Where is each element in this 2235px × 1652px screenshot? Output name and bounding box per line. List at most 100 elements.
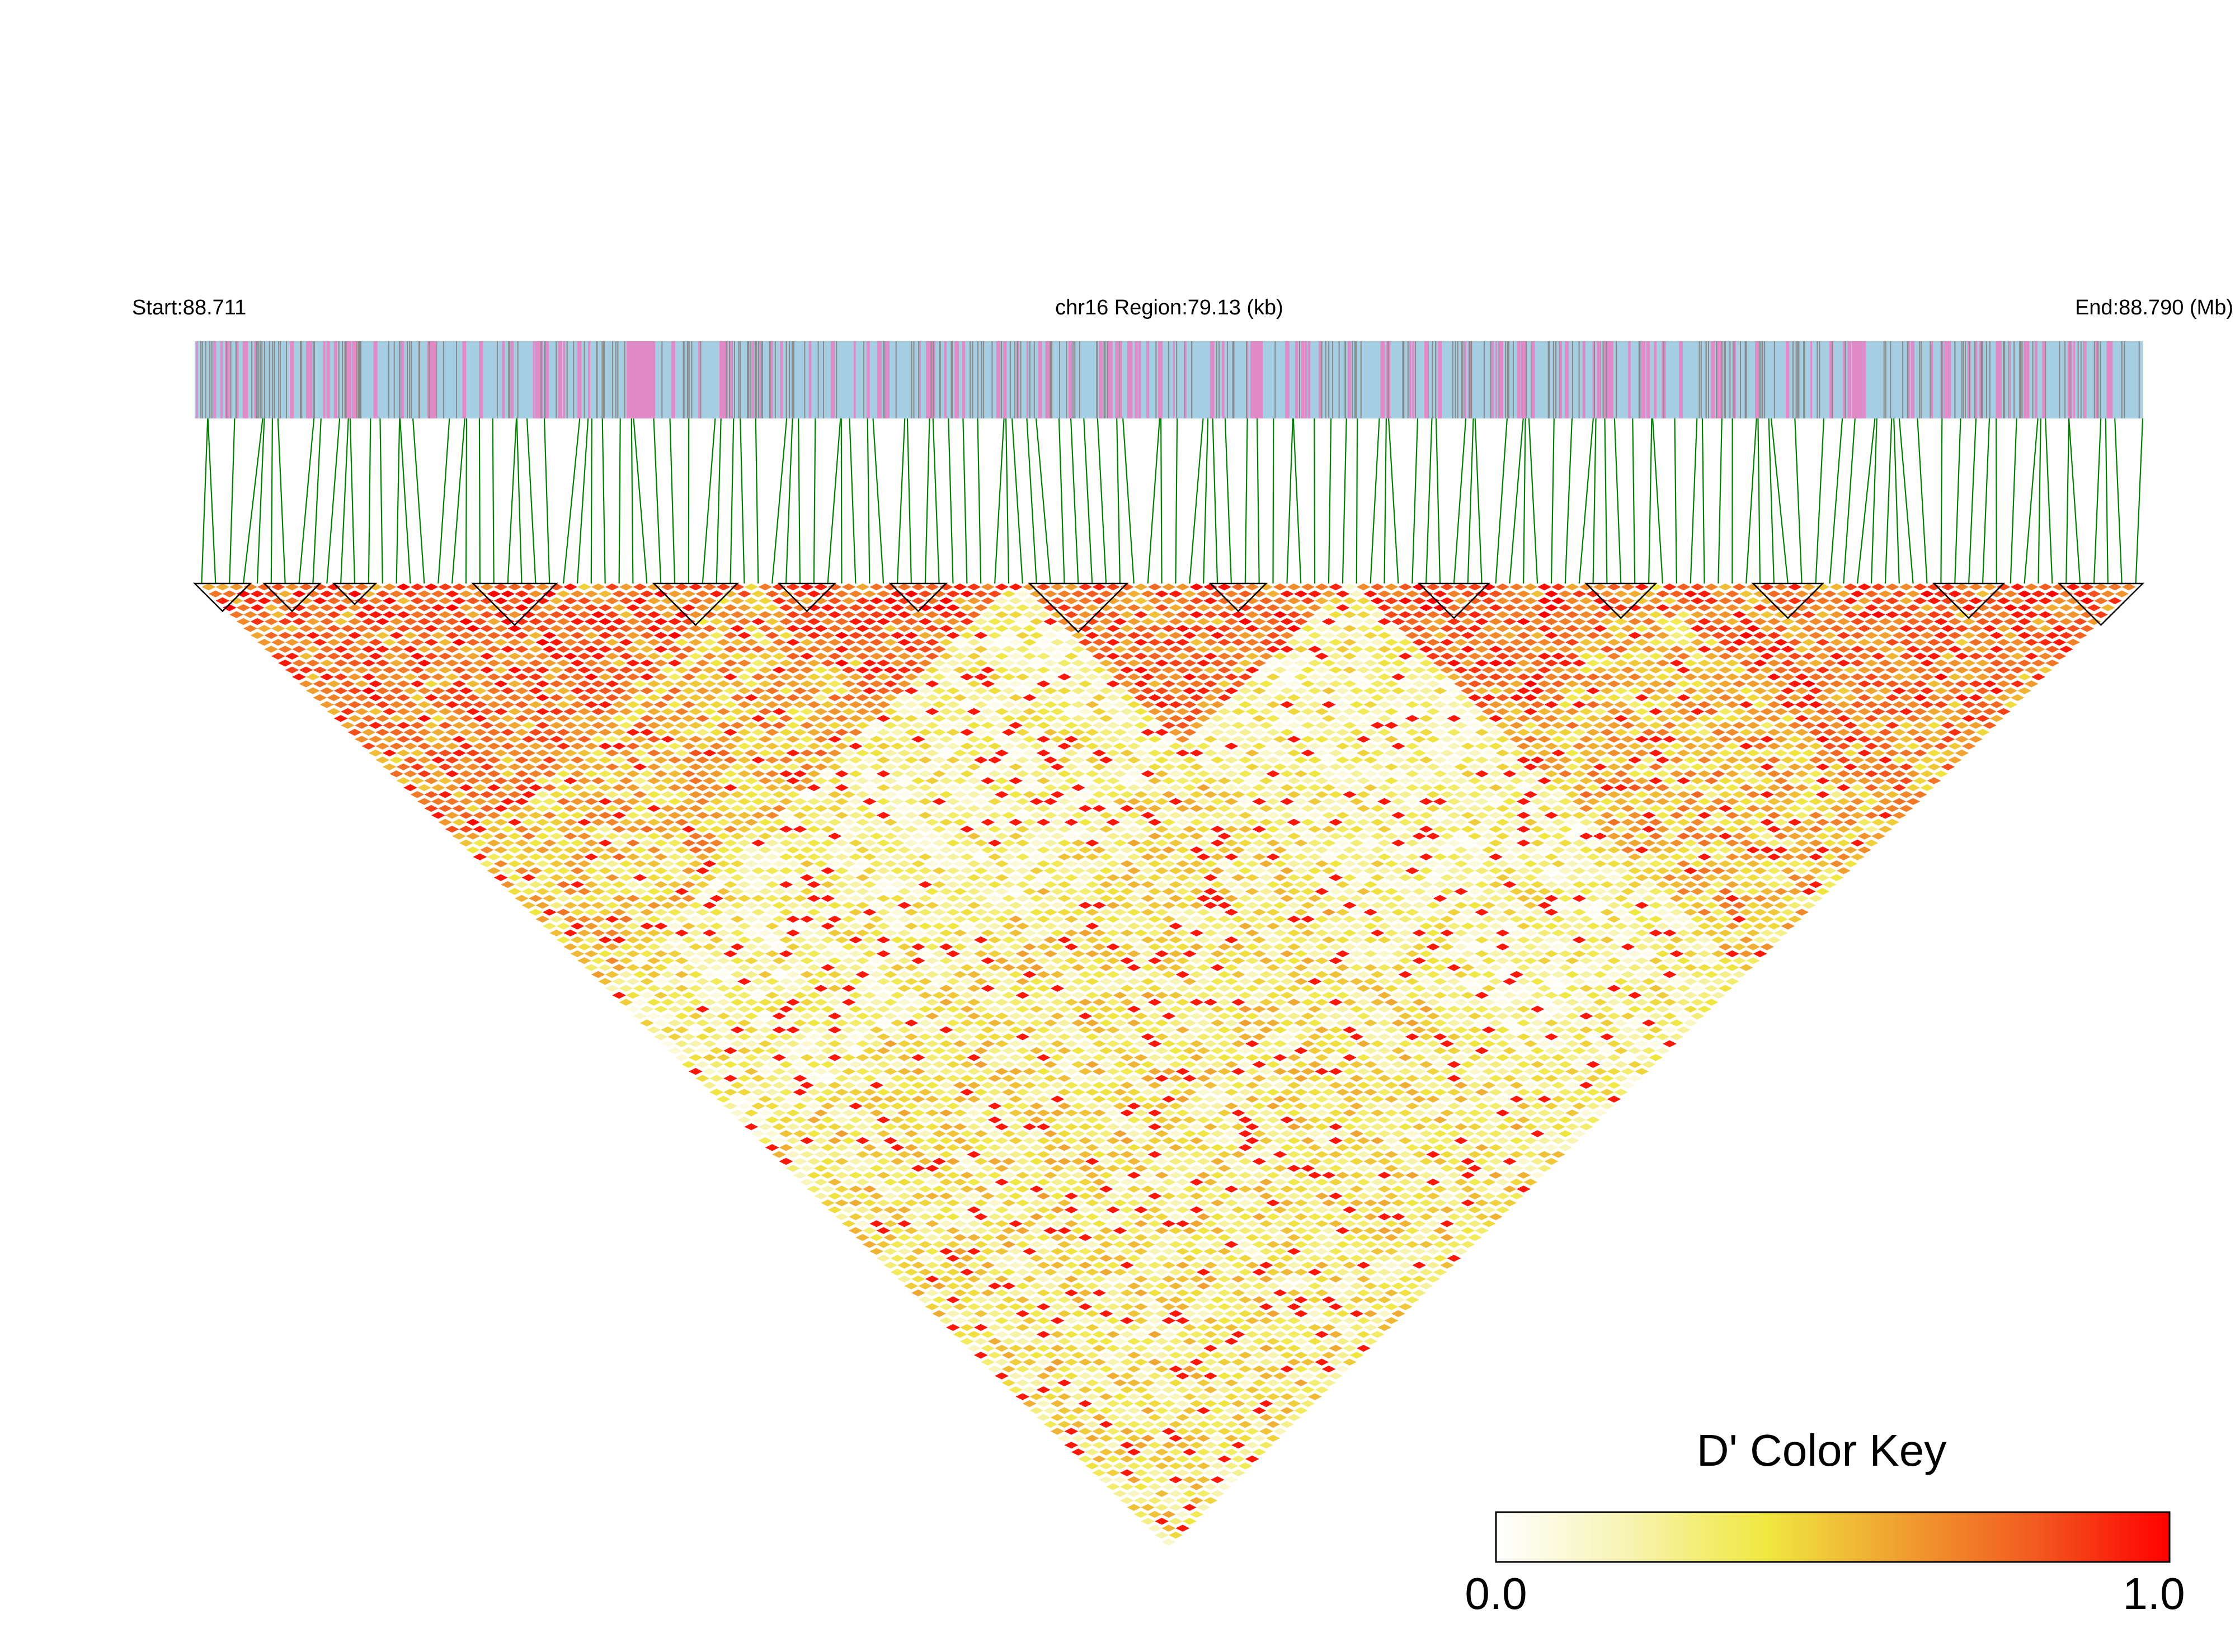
ld-cell [598,673,613,681]
ld-cell [271,639,285,646]
ld-cell [772,888,786,895]
snp-marker [1611,341,1613,418]
ld-cell [904,923,919,930]
ld-cell [751,1061,765,1068]
snp-marker [601,341,603,418]
ld-cell [1057,1033,1071,1041]
ld-cell [1147,1331,1162,1338]
ld-cell [758,1013,773,1020]
ld-cell [744,694,759,702]
ld-cell [1133,1414,1148,1421]
ld-cell [619,943,633,950]
ld-cell [987,978,1002,985]
snp-marker [1461,341,1462,418]
ld-cell [528,881,543,888]
ld-cell [396,708,411,716]
ld-cell [807,950,821,958]
ld-cell [639,923,654,930]
ld-cell [869,860,884,868]
ld-cell [515,660,529,667]
ld-cell [438,804,453,812]
ld-cell [758,915,773,923]
ld-cell [1043,1379,1057,1387]
ld-cell [981,999,995,1006]
ld-cell [1133,1303,1148,1310]
ld-cell [918,978,933,985]
ld-cell [285,666,299,674]
ld-cell [799,777,814,784]
ld-cell [883,860,897,868]
ld-cell [1001,950,1016,958]
ld-cell [799,749,814,757]
ld-cell [584,618,599,625]
ld-cell [1161,1469,1176,1476]
ld-cell [612,991,626,999]
ld-cell [1029,1116,1044,1123]
ld-cell [1175,1151,1190,1158]
ld-cell [1293,1324,1308,1331]
ld-cell [653,978,668,985]
ld-cell [493,583,508,591]
ld-cell [695,1075,710,1082]
ld-cell [841,1206,856,1213]
ld-cell [1015,909,1030,916]
ld-cell [1092,1303,1107,1310]
ld-cell [939,1165,953,1172]
ld-cell [431,646,445,653]
ld-cell [869,943,884,950]
ld-cell [431,784,445,792]
ld-cell [327,597,341,605]
ld-cell [695,798,710,805]
ld-cell [716,804,731,812]
snp-marker [1328,341,1330,418]
ld-cell [1287,1317,1301,1324]
ld-cell [925,1123,939,1131]
ld-cell [355,597,369,605]
ld-cell [890,1241,905,1248]
snp-marker [290,341,294,418]
ld-cell [417,646,431,653]
ld-cell [639,618,654,625]
snp-connector-line [277,418,286,584]
ld-cell [667,660,682,667]
ld-cell [556,826,571,833]
ld-cell [744,902,759,909]
ld-cell [716,915,731,923]
ld-cell [1169,1075,1183,1082]
ld-cell [493,666,508,674]
ld-cell [897,1165,911,1172]
ld-cell [1203,1206,1218,1213]
ld-cell [1161,1276,1176,1283]
ld-cell [1245,1234,1259,1241]
ld-cell [897,846,911,854]
snp-marker [1295,341,1298,418]
ld-cell [653,991,668,999]
ld-cell [702,832,717,840]
ld-cell [1029,1061,1044,1068]
ld-cell [883,902,897,909]
ld-cell [911,1165,925,1172]
ld-cell [1161,1109,1176,1117]
ld-cell [1231,1442,1245,1449]
ld-cell [1092,1054,1107,1061]
ld-cell [1071,1116,1085,1123]
ld-cell [709,978,724,985]
ld-cell [758,791,773,798]
ld-cell [661,749,675,757]
ld-cell [1133,1331,1148,1338]
snp-connector-line [590,418,592,584]
ld-cell [1321,1379,1336,1387]
snp-marker [2004,341,2006,418]
snp-marker [688,341,690,418]
snp-marker [793,341,794,418]
ld-cell [681,756,696,764]
ld-cell [716,777,731,784]
ld-cell [1196,1476,1211,1484]
ld-cell [904,1047,919,1055]
ld-cell [723,1019,737,1027]
ld-cell [862,1171,877,1179]
ld-cell [299,639,313,646]
ld-cell [675,736,689,743]
ld-cell [1119,1054,1134,1061]
ld-cell [772,694,786,702]
